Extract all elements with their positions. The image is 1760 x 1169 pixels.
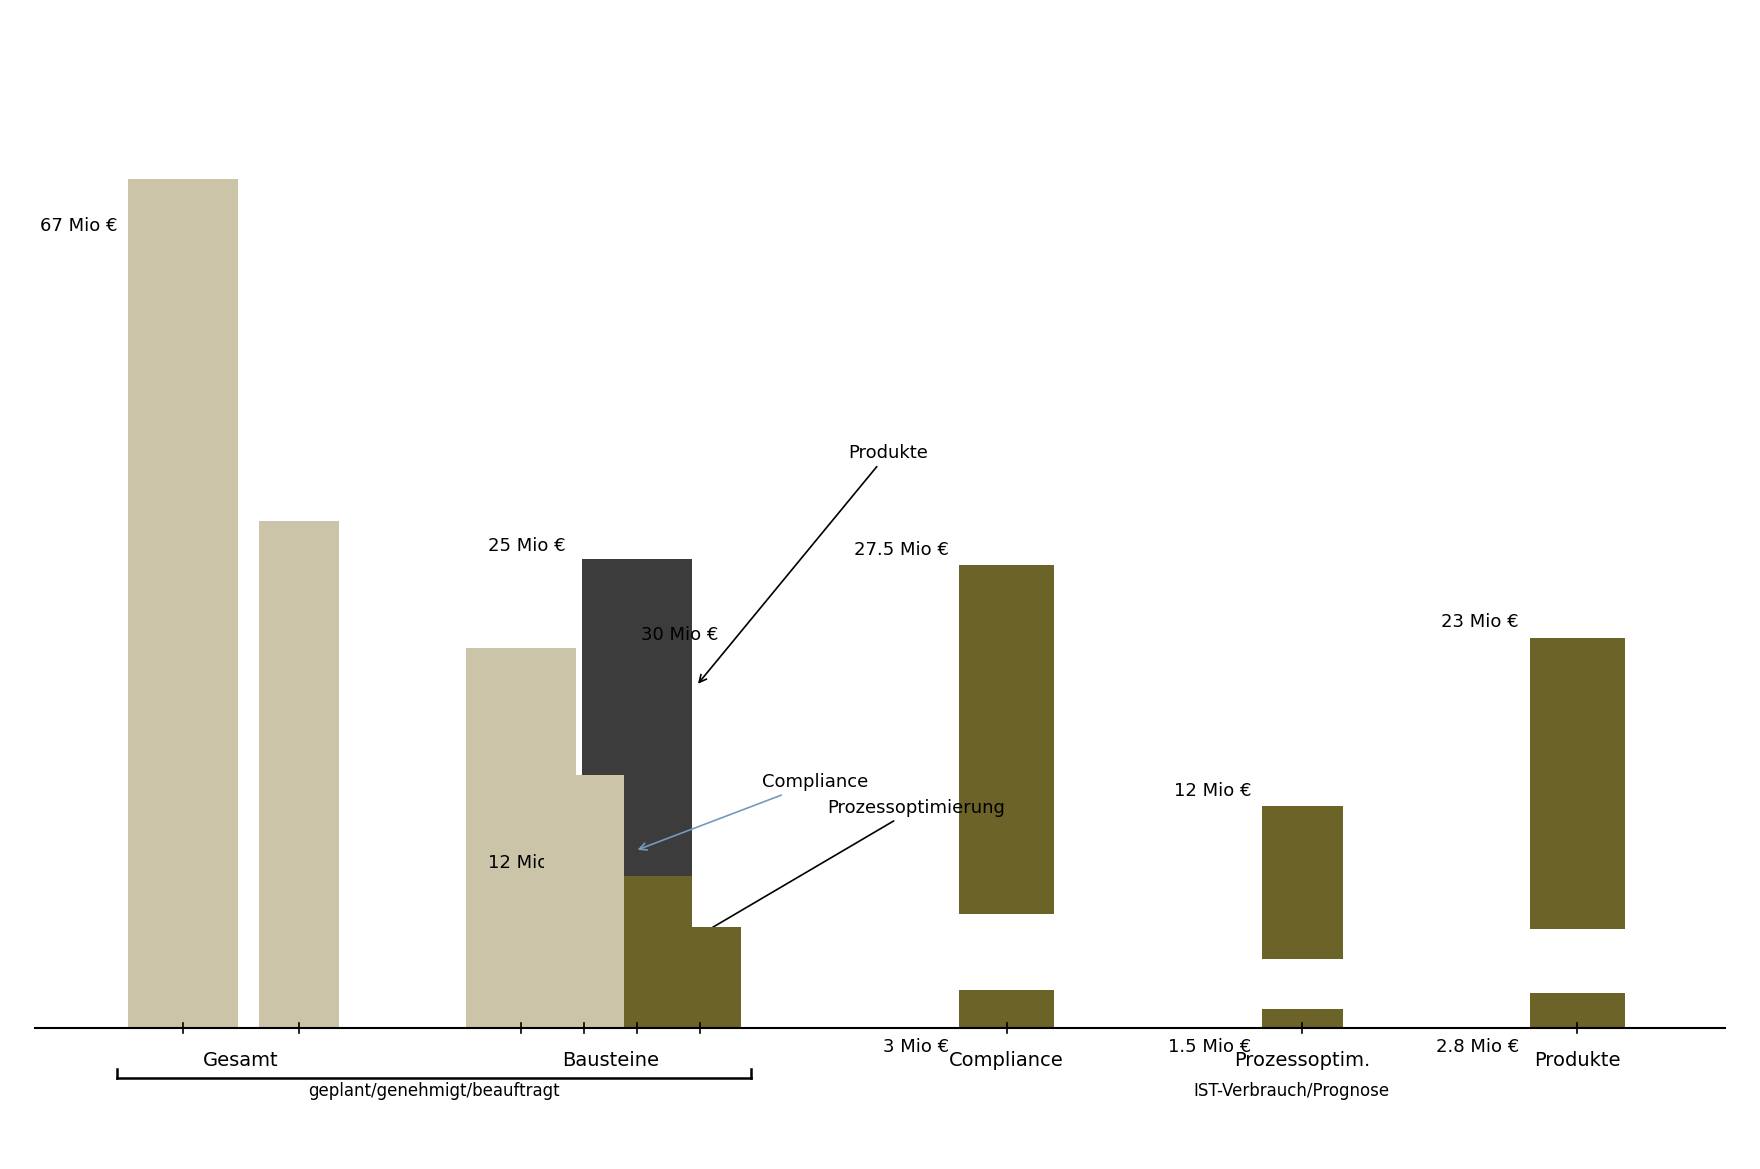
Text: Compliance: Compliance: [639, 774, 868, 850]
Bar: [259, 521, 340, 1029]
Text: Produkte: Produkte: [699, 444, 928, 683]
Bar: [466, 648, 576, 1029]
Text: Prozessoptimierung: Prozessoptimierung: [700, 798, 1005, 935]
Bar: [128, 179, 238, 1029]
Text: 30 Mio €: 30 Mio €: [641, 627, 718, 644]
Text: geplant/genehmigt/beauftragt: geplant/genehmigt/beauftragt: [308, 1081, 560, 1100]
Text: 25 Mio €: 25 Mio €: [488, 538, 565, 555]
Bar: [1262, 1009, 1343, 1029]
Text: 27.5 Mio €: 27.5 Mio €: [854, 541, 949, 559]
Text: 12 Mio €: 12 Mio €: [1174, 782, 1251, 800]
Text: 1.5 Mio €: 1.5 Mio €: [1169, 1038, 1251, 1057]
Text: 12 Mio €: 12 Mio €: [488, 855, 565, 872]
Text: 2.8 Mio €: 2.8 Mio €: [1436, 1038, 1519, 1057]
Text: IST-Verbrauch/Prognose: IST-Verbrauch/Prognose: [1193, 1081, 1390, 1100]
Text: Prozessoptim.: Prozessoptim.: [1234, 1051, 1371, 1070]
Bar: [583, 876, 692, 1029]
Bar: [1529, 992, 1624, 1029]
Text: Compliance: Compliance: [949, 1051, 1065, 1070]
Text: 3 Mio €: 3 Mio €: [882, 1038, 949, 1057]
Text: 67 Mio €: 67 Mio €: [40, 216, 118, 235]
Bar: [544, 775, 625, 1029]
Text: Bausteine: Bausteine: [561, 1051, 660, 1070]
Bar: [1529, 638, 1624, 929]
Bar: [959, 566, 1054, 914]
Bar: [660, 927, 741, 1029]
Text: Gesamt: Gesamt: [202, 1051, 278, 1070]
Bar: [1262, 807, 1343, 959]
Bar: [583, 559, 692, 876]
Text: 23 Mio €: 23 Mio €: [1441, 614, 1519, 631]
Bar: [959, 990, 1054, 1029]
Text: Produkte: Produkte: [1535, 1051, 1621, 1070]
